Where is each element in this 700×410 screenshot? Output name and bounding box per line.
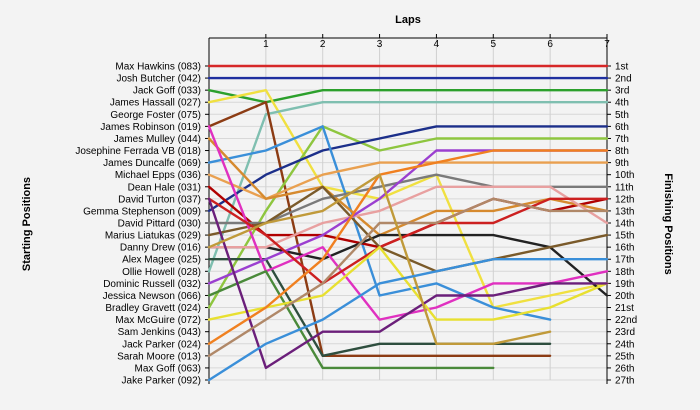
starting-position-label: Ollie Howell (028) <box>122 267 201 278</box>
starting-position-label: Dominic Russell (032) <box>103 279 201 290</box>
starting-position-label: Sarah Moore (013) <box>117 351 201 362</box>
x-tick-label: 3 <box>377 39 383 50</box>
finishing-position-label: 3rd <box>615 86 629 97</box>
starting-position-label: Marius Liatukas (029) <box>105 231 201 242</box>
left-axis-title: Starting Positions <box>21 177 33 271</box>
finishing-position-label: 2nd <box>615 74 632 85</box>
finishing-position-label: 25th <box>615 351 634 362</box>
series-line-3 <box>207 88 609 104</box>
x-tick-label: 2 <box>320 39 326 50</box>
starting-position-label: James Robinson (019) <box>100 122 201 133</box>
series-line-23 <box>207 197 609 370</box>
finishing-position-label: 13th <box>615 206 634 217</box>
x-tick-label: 7 <box>604 39 610 50</box>
starting-position-label: Max Hawkins (083) <box>115 62 201 73</box>
starting-position-label: James Hassall (027) <box>110 98 201 109</box>
starting-position-label: David Pittard (030) <box>118 219 201 230</box>
finishing-position-label: 16th <box>615 243 634 254</box>
finishing-position-label: 4th <box>615 98 629 109</box>
starting-position-label: Danny Drew (016) <box>120 243 201 254</box>
starting-position-label: Jack Goff (033) <box>133 86 201 97</box>
finishing-position-label: 1st <box>615 62 629 73</box>
finishing-position-label: 23rd <box>615 327 635 338</box>
series-line-6 <box>207 100 552 357</box>
finishing-position-label: 6th <box>615 122 629 133</box>
finishing-position-label: 14th <box>615 219 634 230</box>
starting-position-label: Jake Parker (092) <box>122 376 201 387</box>
x-tick-label: 1 <box>263 39 269 50</box>
series-line-22 <box>207 245 609 321</box>
series-line-9 <box>207 125 552 321</box>
starting-position-label: George Foster (075) <box>110 110 201 121</box>
series-line-27 <box>207 258 609 382</box>
starting-position-label: Gemma Stephenson (009) <box>83 206 201 217</box>
finishing-position-label: 5th <box>615 110 629 121</box>
starting-position-label: Max McGuire (072) <box>115 315 201 326</box>
starting-position-label: Alex Magee (025) <box>122 255 201 266</box>
series-line-26 <box>207 173 552 345</box>
finishing-position-label: 20th <box>615 291 634 302</box>
starting-position-label: Jessica Newson (066) <box>103 291 201 302</box>
finishing-position-label: 10th <box>615 170 634 181</box>
finishing-position-label: 9th <box>615 158 629 169</box>
series-line-10 <box>207 161 609 201</box>
series-line-24 <box>207 149 609 345</box>
starting-position-label: Josephine Ferrada VB (018) <box>75 146 201 157</box>
right-axis-title: Finishing Positions <box>662 173 674 274</box>
x-axis-title: Laps <box>395 14 421 26</box>
x-tick-label: 4 <box>434 39 440 50</box>
series-line-21 <box>207 197 609 285</box>
series-line-20 <box>207 270 495 370</box>
finishing-position-label: 18th <box>615 267 634 278</box>
finishing-position-label: 27th <box>615 376 634 387</box>
axis-labels: 1 2 3 4 5 6 7 Max Hawkins (083)Josh Butcher (04… <box>75 39 637 387</box>
finishing-position-label: 11th <box>615 182 634 193</box>
starting-position-label: Max Goff (063) <box>134 363 201 374</box>
starting-position-label: David Turton (037) <box>118 194 201 205</box>
finishing-position-label: 15th <box>615 231 634 242</box>
finishing-position-label: 8th <box>615 146 629 157</box>
series-line-25 <box>207 197 609 357</box>
finishing-position-label: 12th <box>615 194 634 205</box>
starting-position-label: Jack Parker (024) <box>122 339 201 350</box>
starting-position-label: James Mulley (044) <box>114 134 201 145</box>
finishing-position-label: 21st <box>615 303 634 314</box>
finishing-position-label: 19th <box>615 279 634 290</box>
series-line-4 <box>207 88 609 309</box>
x-tick-label: 5 <box>491 39 497 50</box>
starting-position-label: James Duncalfe (069) <box>103 158 201 169</box>
series-line-8 <box>207 125 609 213</box>
finishing-position-label: 17th <box>615 255 634 266</box>
finishing-position-label: 7th <box>615 134 629 145</box>
starting-position-label: Michael Epps (036) <box>115 170 201 181</box>
finishing-position-label: 26th <box>615 363 634 374</box>
starting-position-label: Sam Jenkins (043) <box>118 327 201 338</box>
starting-position-label: Dean Hale (031) <box>128 182 201 193</box>
finishing-position-label: 22nd <box>615 315 637 326</box>
starting-position-label: Josh Butcher (042) <box>117 74 202 85</box>
finishing-position-label: 24th <box>615 339 634 350</box>
x-tick-label: 6 <box>547 39 553 50</box>
series-line-5 <box>207 100 609 273</box>
starting-position-label: Bradley Gravett (024) <box>105 303 201 314</box>
series-lines <box>207 64 609 382</box>
